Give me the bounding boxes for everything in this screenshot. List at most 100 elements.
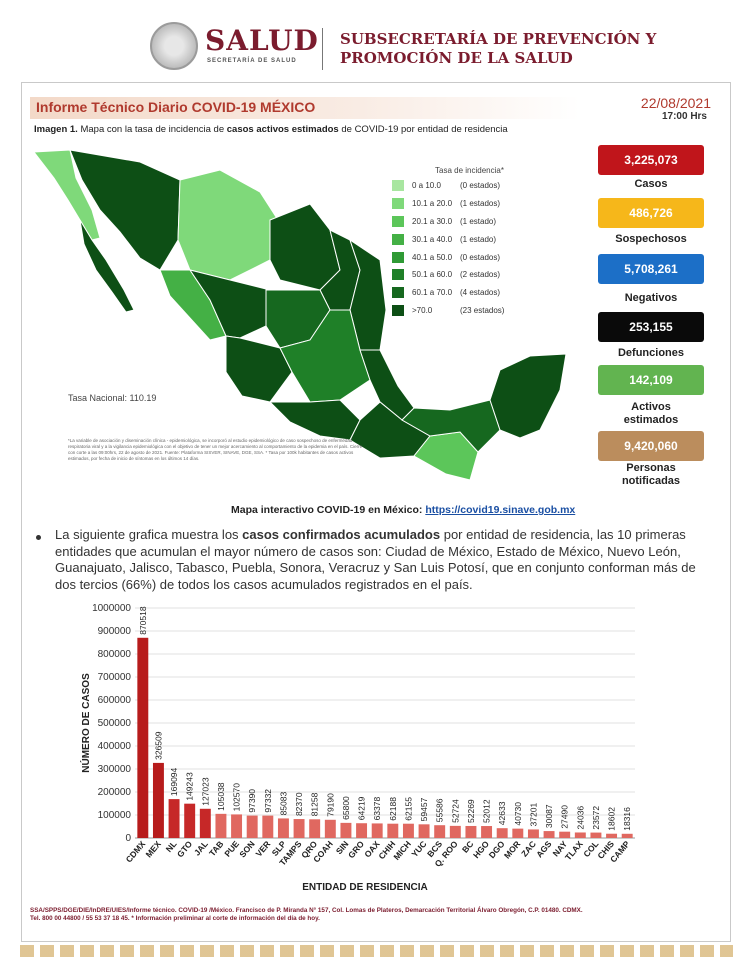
legend-range: 40.1 a 50.0 [412, 253, 453, 262]
x-category-label: GTO [175, 839, 195, 860]
legend-row: 20.1 a 30.0 (1 estado) [392, 216, 496, 227]
legend-swatch [392, 305, 404, 316]
legend-row: 30.1 a 40.0 (1 estado) [392, 234, 496, 245]
legend-swatch [392, 234, 404, 245]
bar-value-label: 59457 [419, 797, 429, 821]
bar-value-label: 18602 [607, 807, 617, 831]
stat-value-negativos: 5,708,261 [598, 254, 704, 284]
government-seal-icon [150, 22, 198, 70]
map-region-durango [188, 269, 271, 339]
y-tick-label: 900000 [98, 626, 132, 637]
legend-count: (1 estado) [460, 217, 497, 226]
footer-text: SSA/SPPS/DGE/DIE/InDRE/UIES/Informe técn… [30, 907, 730, 923]
footer-line-1: SSA/SPPS/DGE/DIE/InDRE/UIES/Informe técn… [30, 907, 583, 914]
bar [246, 815, 258, 838]
bar [340, 822, 352, 838]
bar [449, 825, 461, 838]
bar [512, 828, 524, 838]
legend-count: (4 estados) [460, 288, 501, 297]
legend-range: 10.1 a 20.0 [412, 199, 453, 208]
bar [590, 832, 602, 838]
map-region-baja-california-sur [79, 219, 135, 313]
legend-count: (1 estado) [460, 235, 497, 244]
legend-range: 50.1 a 60.0 [412, 270, 453, 279]
brand-subtitle: SECRETARÍA DE SALUD [207, 58, 297, 64]
bar-value-label: 127023 [200, 777, 210, 806]
x-category-label: TAB [207, 839, 225, 858]
stat-value-notificadas: 9,420,060 [598, 431, 704, 461]
bar-value-label: 42633 [497, 801, 507, 825]
stat-label-defunciones: Defunciones [617, 347, 684, 359]
bar-value-label: 97332 [263, 789, 273, 813]
x-category-label: YUC [409, 839, 428, 859]
bar-value-label: 40730 [513, 802, 523, 826]
bar [496, 828, 508, 838]
bar [527, 829, 539, 838]
stat-label-casos: Casos [634, 178, 668, 190]
bar [621, 833, 633, 838]
stat-value-activos: 142,109 [598, 365, 704, 395]
x-category-label: HGO [471, 839, 491, 861]
bar-value-label: 52269 [466, 799, 476, 823]
legend-range: 30.1 a 40.0 [412, 235, 453, 244]
bar-value-label: 55586 [435, 798, 445, 822]
x-category-label: SON [237, 839, 257, 860]
y-tick-label: 100000 [98, 810, 132, 821]
bar [356, 823, 368, 838]
y-tick-label: 800000 [98, 649, 132, 660]
legend-swatch [392, 216, 404, 227]
bar [231, 814, 243, 838]
bar [543, 831, 555, 838]
legend-count: (0 estados) [460, 253, 501, 262]
x-category-label: ZAC [519, 839, 538, 859]
y-tick-label: 200000 [98, 787, 132, 798]
map-region-tabasco-campeche [401, 399, 501, 453]
bar [387, 823, 399, 838]
y-tick-label: 300000 [98, 764, 132, 775]
bar [152, 762, 164, 838]
stat-label-sospechosos: Sospechosos [615, 233, 687, 245]
paragraph-part-1: La siguiente grafica muestra los [55, 527, 243, 542]
legend-swatch [392, 269, 404, 280]
caption-bold: casos activos estimados [226, 124, 339, 135]
footer-decorative-band [20, 945, 733, 957]
x-category-label: GRO [346, 839, 366, 861]
bar [168, 799, 180, 838]
interactive-map-link[interactable]: https://covid19.sinave.gob.mx [425, 504, 576, 516]
map-legend-title: Tasa de incidencia* [435, 166, 504, 175]
bar [434, 825, 446, 838]
y-tick-label: 600000 [98, 695, 132, 706]
legend-count: (1 estados) [460, 199, 501, 208]
paragraph-bold: casos confirmados acumulados [242, 527, 441, 542]
bar [199, 808, 211, 838]
x-category-label: PUE [222, 839, 241, 859]
chart-description: La siguiente grafica muestra los casos c… [55, 527, 720, 593]
bar [481, 826, 493, 838]
y-axis-title: NÚMERO DE CASOS [80, 673, 92, 773]
interactive-map-label: Mapa interactivo COVID-19 en México: [231, 504, 426, 516]
y-tick-label: 0 [125, 833, 131, 844]
bar-value-label: 63378 [372, 797, 382, 821]
x-category-label: MOR [502, 839, 522, 861]
legend-row: 40.1 a 50.0 (0 estados) [392, 252, 500, 263]
bar [559, 831, 571, 838]
caption-text-2: de COVID-19 por entidad de residencia [338, 124, 508, 135]
x-category-label: MICH [391, 839, 413, 862]
bar-value-label: 24036 [575, 806, 585, 830]
stat-value-sospechosos: 486,726 [598, 198, 704, 228]
brand-name: SALUD [205, 24, 319, 57]
bar [402, 823, 414, 838]
x-category-label: JAL [192, 839, 210, 858]
bar-value-label: 81258 [310, 792, 320, 816]
bar-value-label: 870518 [138, 606, 148, 635]
image-caption: Imagen 1. Mapa con la tasa de incidencia… [34, 124, 508, 135]
y-tick-label: 400000 [98, 741, 132, 752]
bar-value-label: 102570 [232, 783, 242, 812]
bar-value-label: 169094 [169, 767, 179, 796]
legend-range: >70.0 [412, 306, 433, 315]
y-tick-label: 500000 [98, 718, 132, 729]
bar-value-label: 149243 [185, 772, 195, 801]
report-title: Informe Técnico Diario COVID-19 MÉXICO [36, 99, 316, 115]
bar [309, 819, 321, 838]
title-band [30, 97, 580, 119]
